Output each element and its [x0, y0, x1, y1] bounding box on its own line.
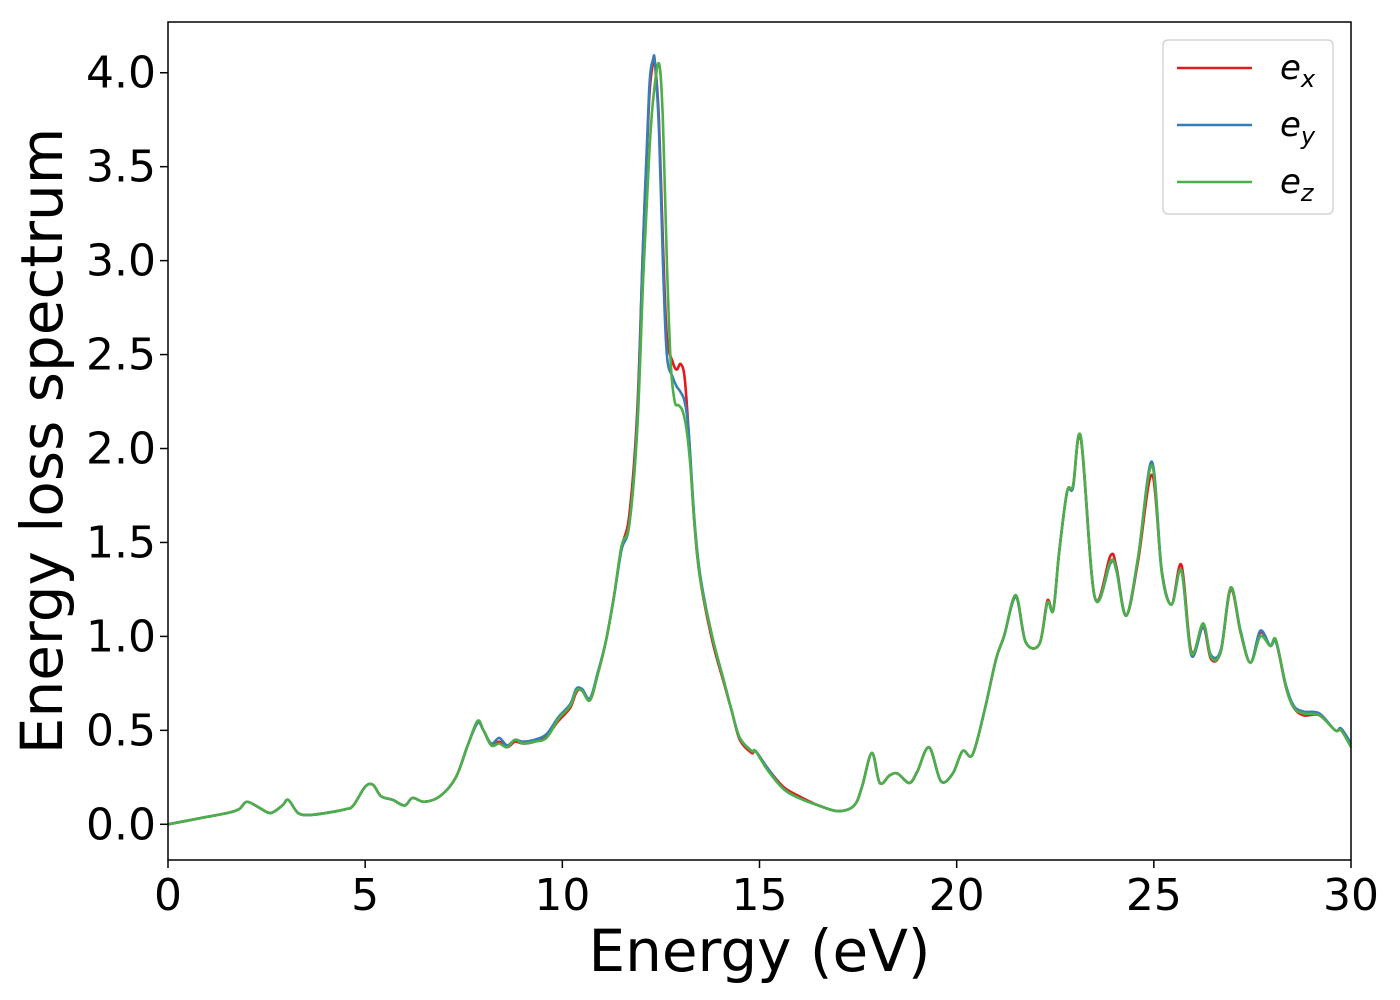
legend-label-subscript: z	[1300, 179, 1315, 207]
y-axis-ticks: 0.0 0.5 1.0 1.5 2.0 2.5 3.0 3.5 4.0	[86, 48, 168, 850]
y-tick-label: 1.5	[86, 517, 156, 568]
series-layer	[168, 54, 1351, 826]
x-axis-ticks: 0 5 10 15 20 25 30	[154, 860, 1379, 921]
x-tick-label: 15	[732, 870, 788, 921]
x-tick-label: 0	[154, 870, 182, 921]
legend-label-subscript: x	[1300, 65, 1316, 93]
x-tick-label: 30	[1323, 870, 1379, 921]
y-tick-label: 1.0	[86, 611, 156, 662]
y-tick-label: 3.5	[86, 142, 156, 193]
x-tick-label: 25	[1126, 870, 1182, 921]
x-tick-label: 10	[534, 870, 590, 921]
y-tick-label: 2.0	[86, 424, 156, 475]
y-tick-label: 0.0	[86, 799, 156, 850]
legend-label-subscript: y	[1300, 122, 1316, 150]
y-tick-label: 4.0	[86, 48, 156, 99]
x-tick-label: 5	[351, 870, 379, 921]
y-axis-label: Energy loss spectrum	[8, 128, 76, 754]
series-line-ez	[168, 62, 1351, 826]
y-tick-label: 0.5	[86, 705, 156, 756]
legend-box	[1162, 39, 1334, 215]
x-axis-label: Energy (eV)	[588, 917, 930, 985]
x-tick-label: 20	[929, 870, 985, 921]
y-tick-label: 3.0	[86, 236, 156, 287]
y-tick-label: 2.5	[86, 330, 156, 381]
